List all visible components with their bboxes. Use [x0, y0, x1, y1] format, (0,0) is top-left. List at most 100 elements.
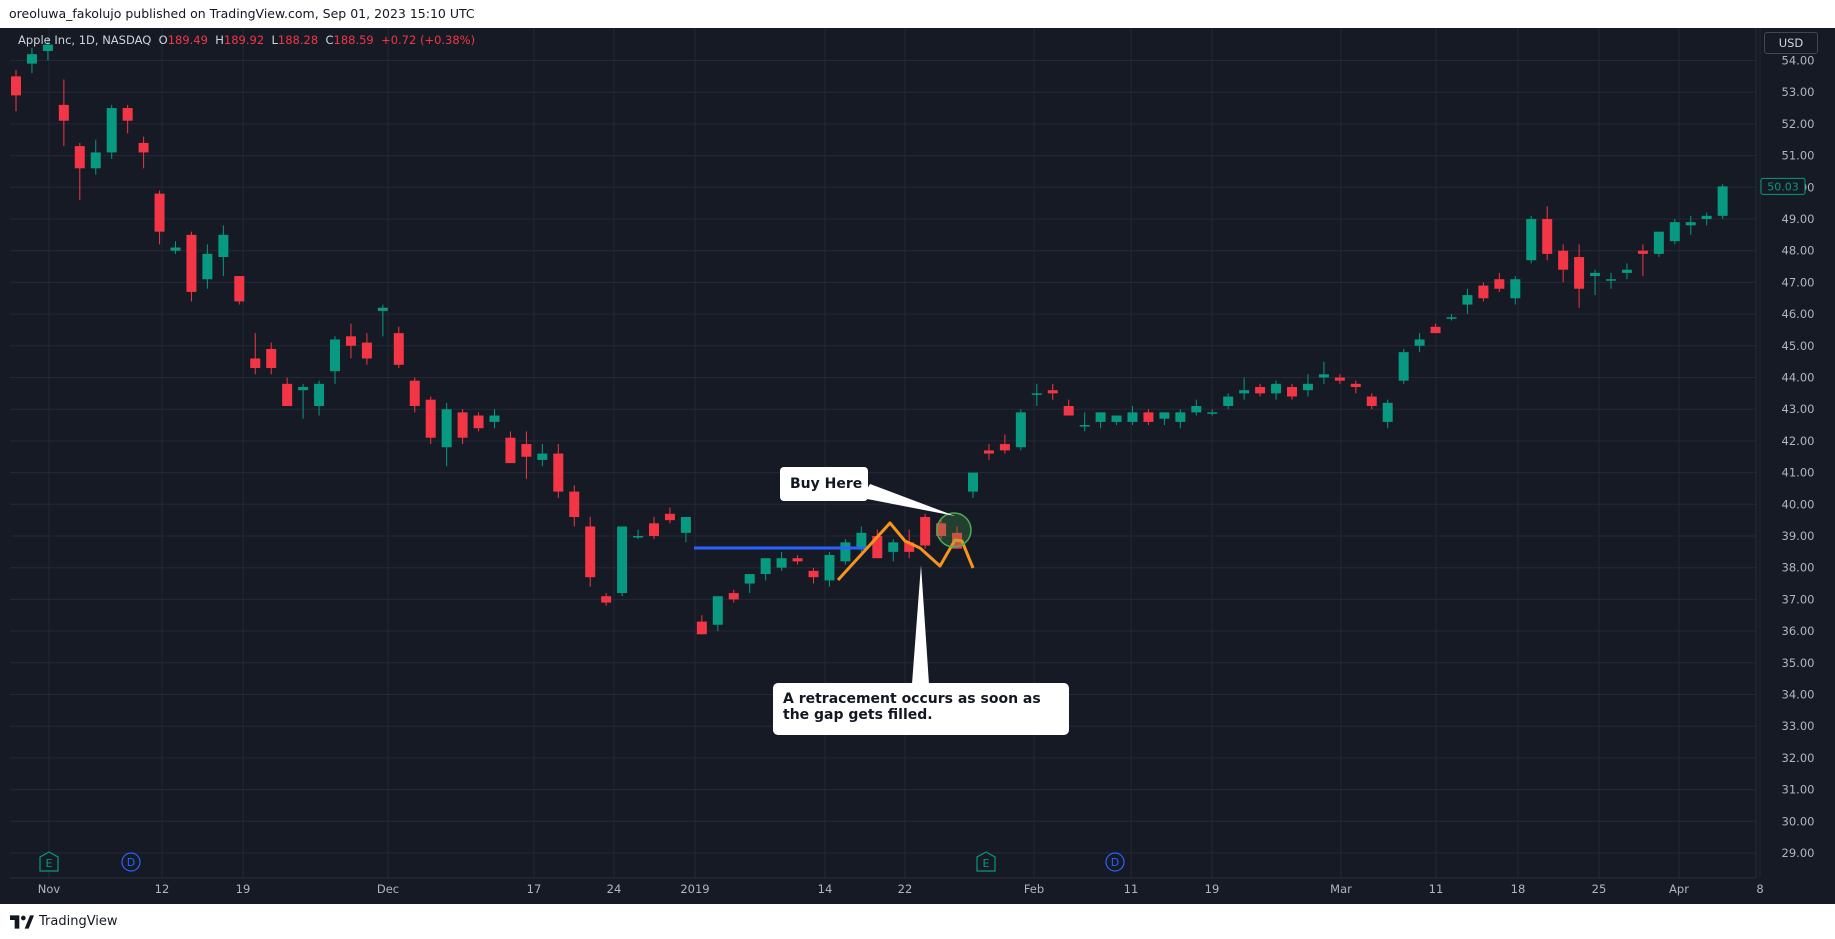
buy-here-callout[interactable]: Buy Here — [780, 467, 868, 501]
candle-body — [760, 558, 771, 575]
candle — [649, 516, 659, 540]
dividend-marker-icon[interactable]: D — [1105, 852, 1125, 872]
candle-body — [1111, 415, 1122, 422]
price-tick-label: 42.00 — [1782, 434, 1815, 448]
candle-body — [473, 415, 484, 429]
candle — [1446, 314, 1457, 321]
candle — [1063, 399, 1074, 416]
candle — [1095, 412, 1106, 429]
price-tick-label: 48.00 — [1782, 244, 1815, 258]
candle — [1079, 412, 1090, 432]
candle-body — [1127, 412, 1138, 422]
candle-body — [1478, 285, 1489, 299]
chart-pane[interactable]: 29.00 30.00 31.00 32.00 33.00 34.00 35.00 36.00… — [0, 28, 1835, 904]
low-label: L — [271, 33, 278, 47]
price-tick-label: 33.00 — [1782, 719, 1815, 733]
candle-body — [42, 44, 53, 51]
candle-body — [1669, 222, 1680, 242]
candle — [1271, 380, 1282, 400]
price-tick-label: 49.00 — [1782, 212, 1815, 226]
retracement-path[interactable] — [836, 521, 975, 582]
candle-body — [330, 339, 340, 372]
candle-body — [74, 146, 85, 169]
candle-body — [489, 415, 500, 422]
candle-body — [1382, 402, 1393, 422]
candle-body — [1621, 269, 1632, 273]
candle-body — [1430, 326, 1441, 334]
candle — [1669, 219, 1680, 245]
candle — [824, 551, 835, 587]
candle — [664, 507, 675, 524]
candle — [393, 326, 404, 368]
candle — [1542, 206, 1553, 261]
candle-body — [441, 409, 452, 448]
symbol-label[interactable]: Apple Inc, 1D, NASDAQ — [18, 33, 152, 47]
price-tick-label: 34.00 — [1782, 688, 1815, 702]
time-tick-label: 11 — [1124, 882, 1139, 896]
candle-body — [186, 234, 197, 292]
candle-body — [1079, 425, 1090, 427]
candle — [473, 412, 484, 432]
candle-body — [601, 596, 612, 603]
candle — [744, 574, 755, 594]
candle-body — [936, 523, 947, 536]
candle — [1526, 215, 1537, 264]
candlestick-chart[interactable]: 29.00 30.00 31.00 32.00 33.00 34.00 35.00 36.00… — [0, 28, 1835, 904]
candle-body — [1462, 295, 1473, 305]
tradingview-brand[interactable]: TradingView — [10, 914, 118, 929]
candle — [1590, 269, 1601, 296]
candle — [617, 526, 628, 597]
candle-body — [1366, 396, 1377, 407]
price-tick-label: 45.00 — [1782, 339, 1815, 353]
candle-body — [1494, 279, 1505, 289]
dividend-marker-icon[interactable]: D — [121, 852, 141, 872]
price-tick-label: 53.00 — [1782, 85, 1815, 99]
candle — [808, 567, 819, 584]
candle — [202, 244, 213, 289]
candle — [1478, 282, 1489, 302]
publish-info: oreoluwa_fakolujo published on TradingVi… — [9, 6, 475, 21]
candle-body — [1350, 383, 1361, 388]
candle — [1127, 406, 1138, 426]
candle — [1175, 409, 1186, 429]
candle-body — [808, 570, 819, 578]
candle-body — [1590, 272, 1601, 277]
retracement-callout[interactable]: A retracement occurs as soon as the gap … — [773, 683, 1069, 735]
candle — [1111, 415, 1122, 426]
candle — [266, 342, 277, 375]
price-tick-label: 44.00 — [1782, 371, 1815, 385]
candle — [840, 539, 851, 565]
time-tick-label: 12 — [155, 882, 170, 896]
candle-body — [122, 108, 133, 121]
candle — [345, 323, 356, 359]
time-tick-label: 2019 — [680, 882, 709, 896]
buy-point-circle[interactable] — [936, 512, 972, 548]
candle — [26, 47, 37, 74]
close-value: 188.59 — [333, 33, 374, 47]
currency-button[interactable]: USD — [1764, 32, 1818, 54]
candle — [1191, 399, 1202, 416]
candle — [680, 516, 691, 543]
candle-body — [728, 593, 739, 600]
candle-body — [904, 542, 915, 552]
price-tick-label: 46.00 — [1782, 307, 1815, 321]
candle-body — [712, 596, 723, 625]
candle-body — [1031, 393, 1042, 395]
candle-body — [1526, 219, 1537, 261]
candle-body — [58, 104, 69, 121]
candle-body — [1717, 186, 1728, 216]
time-tick-label: Mar — [1330, 882, 1352, 896]
candle-body — [633, 536, 644, 538]
candle — [234, 276, 245, 305]
earnings-marker-icon[interactable]: E — [39, 851, 59, 872]
candle — [728, 589, 739, 603]
candle — [282, 377, 293, 407]
earnings-marker-icon[interactable]: E — [976, 851, 996, 872]
candle-body — [154, 193, 165, 232]
candle — [314, 380, 325, 416]
candle-body — [409, 380, 420, 407]
candle-body — [1047, 390, 1058, 394]
candle — [1717, 184, 1728, 219]
candle-body — [872, 536, 883, 559]
candle-body — [1334, 377, 1345, 381]
